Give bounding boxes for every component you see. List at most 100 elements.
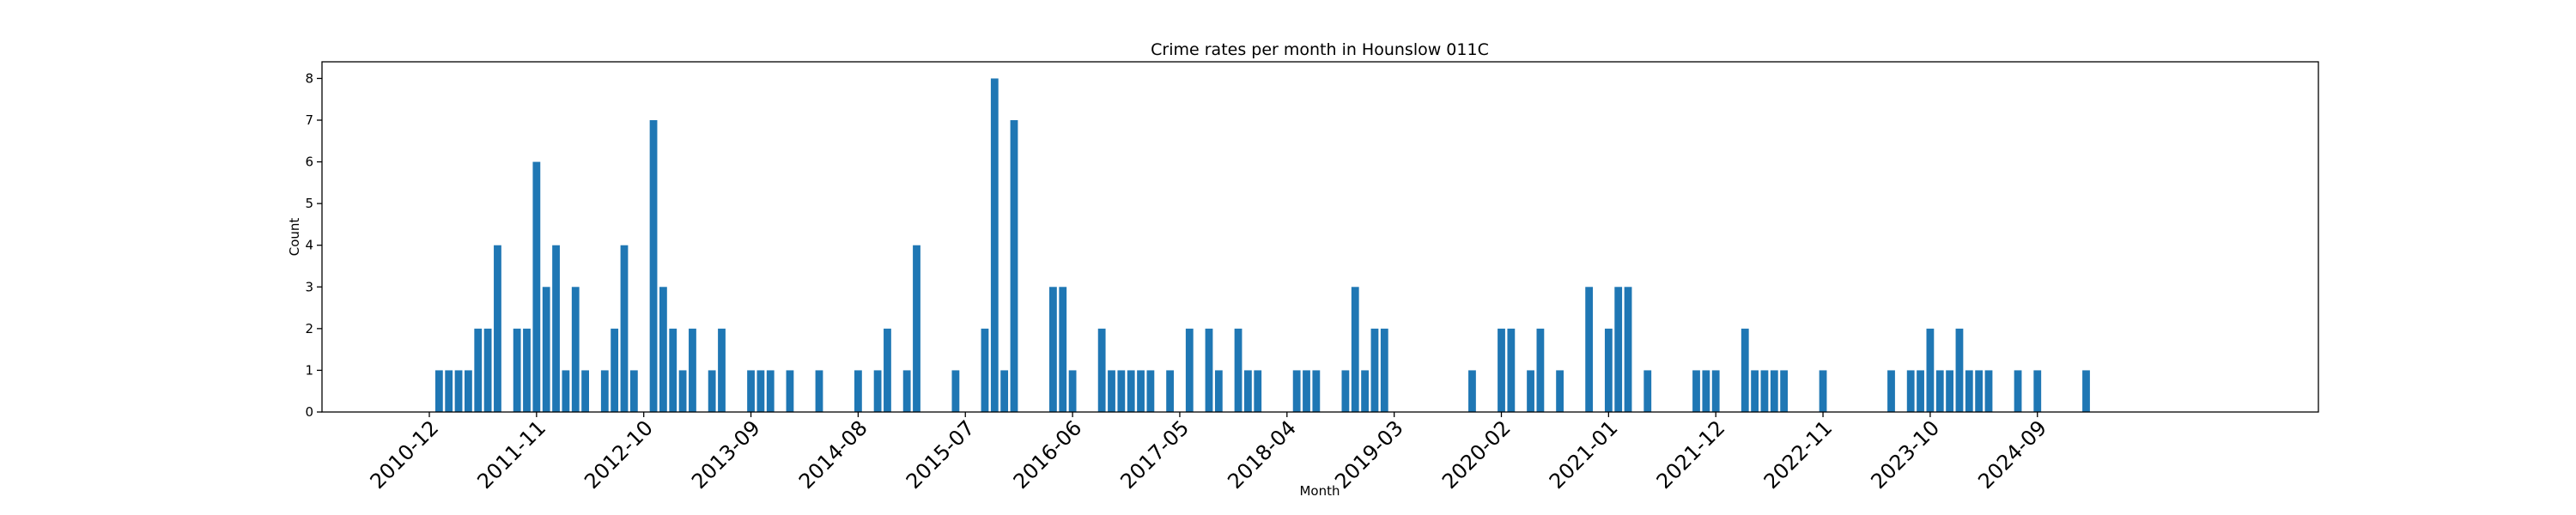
bar (1770, 370, 1778, 412)
bar (1946, 370, 1953, 412)
bar (1643, 370, 1652, 412)
bar (1117, 370, 1126, 412)
bar (532, 161, 541, 412)
bar (1926, 328, 1935, 412)
bar (523, 328, 531, 412)
bar (669, 328, 677, 412)
bar (465, 370, 472, 412)
bar (815, 370, 823, 412)
bar (620, 245, 629, 412)
bar (600, 370, 609, 412)
x-axis-label: Month (1299, 483, 1340, 499)
bar (884, 328, 891, 412)
bar (1692, 370, 1700, 412)
bar (747, 370, 755, 412)
bar (1711, 370, 1720, 412)
bar (494, 245, 501, 412)
bar (678, 370, 687, 412)
bar (1917, 370, 1924, 412)
bar (786, 370, 794, 412)
bar (1108, 370, 1115, 412)
bar (1068, 370, 1077, 412)
y-tick-label: 3 (305, 279, 313, 294)
bar (474, 328, 483, 412)
bar (1906, 370, 1915, 412)
bar (873, 370, 882, 412)
bar (689, 328, 696, 412)
bar (445, 370, 453, 412)
bar (629, 370, 638, 412)
bar (1975, 370, 1984, 412)
bar (1351, 287, 1359, 412)
bar (1244, 370, 1252, 412)
y-tick-label: 1 (305, 362, 313, 378)
bar (1059, 287, 1067, 412)
bar (1935, 370, 1944, 412)
bar (1624, 287, 1632, 412)
bar (1614, 287, 1623, 412)
bar (1984, 370, 1993, 412)
bar (1585, 287, 1594, 412)
bar (1341, 370, 1350, 412)
bar (581, 370, 589, 412)
bar (552, 245, 560, 412)
chart-title: Crime rates per month in Hounslow 011C (1151, 40, 1489, 59)
bar (1556, 370, 1564, 412)
bar (1751, 370, 1759, 412)
bar (1234, 328, 1242, 412)
bar (1000, 370, 1009, 412)
bar (1887, 370, 1895, 412)
bar (1097, 328, 1106, 412)
bar (1303, 370, 1310, 412)
bar (611, 328, 619, 412)
bar (1214, 370, 1223, 412)
bar (1010, 120, 1018, 412)
bar (1955, 328, 1964, 412)
bar (649, 120, 658, 412)
bar (1361, 370, 1369, 412)
bar (434, 370, 443, 412)
y-tick-label: 7 (305, 112, 313, 128)
bar (854, 370, 862, 412)
bar (2014, 370, 2022, 412)
y-tick-label: 6 (305, 154, 313, 170)
bar (1780, 370, 1789, 412)
y-axis-label: Count (287, 218, 302, 257)
bar (1166, 370, 1174, 412)
bar (483, 328, 492, 412)
bar (1370, 328, 1379, 412)
bar (1760, 370, 1769, 412)
bar (1702, 370, 1710, 412)
bar (1965, 370, 1973, 412)
bar (1254, 370, 1262, 412)
bar (1185, 328, 1194, 412)
bar (1127, 370, 1135, 412)
bar (454, 370, 463, 412)
y-tick-label: 0 (305, 404, 313, 420)
bar (562, 370, 570, 412)
y-tick-label: 5 (305, 196, 313, 211)
bar (1819, 370, 1827, 412)
bar (571, 287, 580, 412)
bar (951, 370, 960, 412)
bar (1741, 328, 1749, 412)
bar (766, 370, 775, 412)
y-tick-label: 4 (305, 238, 313, 253)
bar (2033, 370, 2042, 412)
bar (1468, 370, 1476, 412)
bar (756, 370, 765, 412)
bar (1049, 287, 1057, 412)
bar (1507, 328, 1516, 412)
bar (1292, 370, 1301, 412)
bar (659, 287, 667, 412)
bar (1536, 328, 1545, 412)
bar (708, 370, 716, 412)
bar (913, 245, 920, 412)
plot-frame (321, 61, 2319, 413)
bar (2082, 370, 2090, 412)
bar (1146, 370, 1155, 412)
y-tick-label: 2 (305, 321, 313, 336)
y-axis: 0 1 2 3 4 5 6 7 8 (305, 70, 322, 420)
bar (718, 328, 726, 412)
